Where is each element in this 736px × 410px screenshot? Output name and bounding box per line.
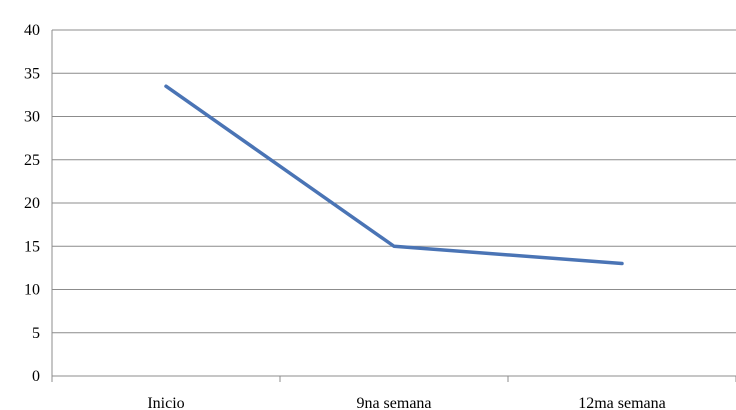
y-tick-label: 0 [32,368,40,385]
x-tick-label: Inicio [147,395,184,410]
x-axis-tick-labels: Inicio 9na semana 12ma semana [147,395,665,410]
series-line-0 [164,84,624,266]
y-tick-label: 25 [24,152,40,169]
x-axis [51,30,736,382]
y-tick-label: 5 [32,325,40,342]
y-tick-label: 20 [24,195,40,212]
x-tick-label: 12ma semana [578,395,666,410]
y-axis-tick-labels: 0 5 10 15 20 25 30 35 40 [24,22,40,385]
y-tick-label: 35 [24,65,40,82]
x-tick-label: 9na semana [356,395,431,410]
horizontal-gridlines [52,29,736,334]
series-lines [164,84,624,266]
y-tick-label: 30 [24,109,40,126]
y-tick-label: 40 [24,22,40,39]
y-tick-label: 10 [24,282,40,299]
y-tick-label: 15 [24,238,40,255]
